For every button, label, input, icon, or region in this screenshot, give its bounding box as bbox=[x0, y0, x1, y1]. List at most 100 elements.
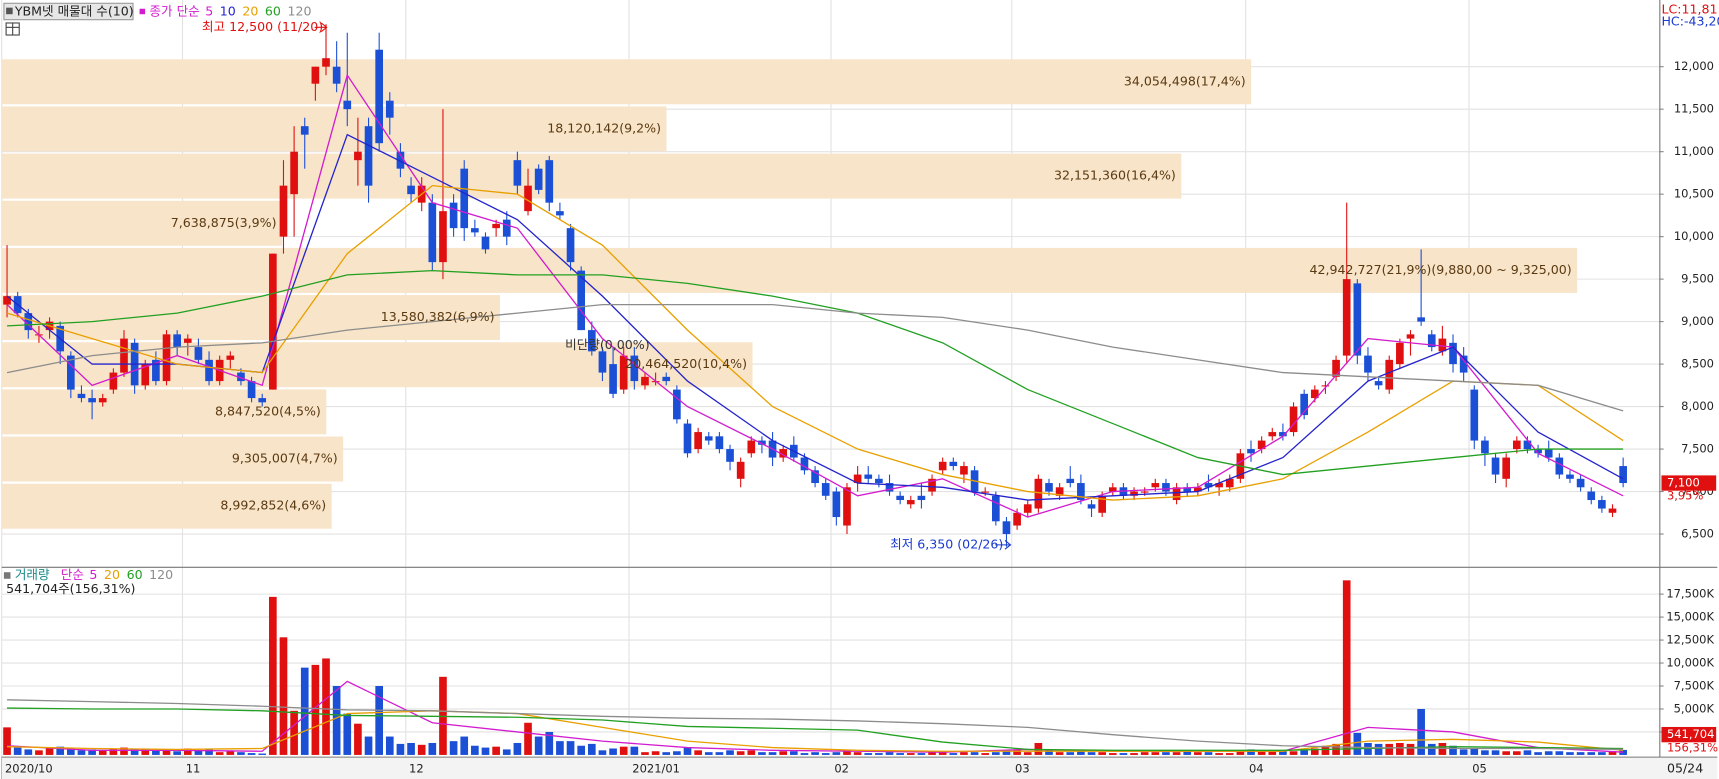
candle-body bbox=[619, 355, 628, 390]
legend-entry: 60 bbox=[127, 567, 143, 582]
volume-bar bbox=[1512, 751, 1521, 755]
candle-body bbox=[67, 355, 75, 390]
candle-body bbox=[300, 126, 309, 135]
candle-body bbox=[736, 461, 745, 479]
volume-bar bbox=[1534, 752, 1542, 755]
volume-bar bbox=[45, 747, 54, 755]
volume-bar bbox=[385, 736, 394, 755]
candle-body bbox=[1310, 389, 1319, 399]
volume-change: 156,31% bbox=[1667, 740, 1718, 754]
candle-body bbox=[173, 334, 181, 348]
volume-bar bbox=[832, 752, 841, 755]
candle-body bbox=[481, 236, 490, 250]
candle-body bbox=[906, 500, 915, 505]
x-tick-label: 2020/10 bbox=[5, 762, 53, 776]
legend-box[interactable] bbox=[3, 2, 134, 21]
volume-header: 541,704주(156,31%) bbox=[6, 581, 135, 596]
volume-bar bbox=[417, 744, 426, 755]
volume-bar bbox=[1055, 752, 1064, 755]
volume-bar bbox=[1608, 751, 1617, 755]
volume-bar bbox=[1108, 753, 1117, 755]
candle-body bbox=[1034, 478, 1043, 509]
volume-bar bbox=[1077, 751, 1085, 755]
candle-body bbox=[960, 466, 968, 475]
candle-body bbox=[1396, 342, 1404, 365]
candle-body bbox=[1130, 491, 1138, 496]
volume-bar bbox=[1566, 752, 1574, 755]
volume-bar bbox=[864, 753, 873, 755]
volume-bar bbox=[1045, 750, 1053, 755]
volume-bar bbox=[13, 747, 22, 755]
candle-body bbox=[385, 100, 394, 118]
legend-entry: 20 bbox=[104, 567, 120, 582]
volume-bar bbox=[843, 751, 851, 755]
band-label: 8,992,852(4,6%) bbox=[220, 498, 326, 513]
y-tick-label: 10,500 bbox=[1674, 187, 1714, 201]
volume-bar bbox=[1119, 753, 1128, 755]
band-label: 7,638,875(3,9%) bbox=[171, 215, 277, 230]
legend-entry: 10 bbox=[220, 4, 236, 19]
candle-body bbox=[694, 432, 702, 450]
y-tick-label: 8,000 bbox=[1681, 399, 1714, 413]
volume-bar bbox=[1194, 752, 1202, 755]
candle-body bbox=[120, 338, 128, 373]
volume-bar bbox=[481, 747, 490, 755]
volume-bar bbox=[1396, 742, 1404, 755]
candle-body bbox=[1204, 483, 1213, 488]
volume-bar bbox=[24, 749, 33, 755]
candle-body bbox=[896, 495, 904, 501]
volume-bar bbox=[1225, 753, 1234, 755]
volume-bar bbox=[1023, 752, 1032, 755]
volume-bar bbox=[970, 752, 979, 755]
candle-body bbox=[1172, 487, 1181, 501]
volume-bar bbox=[258, 753, 267, 755]
candle-body bbox=[683, 423, 692, 454]
candle-body bbox=[1459, 355, 1468, 373]
candle-body bbox=[226, 355, 235, 360]
volume-band bbox=[1, 295, 500, 341]
candle-body bbox=[1449, 342, 1457, 365]
volume-bar bbox=[960, 752, 968, 755]
volume-band bbox=[1, 200, 282, 246]
volume-bar bbox=[726, 750, 734, 755]
volume-bar bbox=[534, 736, 543, 755]
candle-body bbox=[1417, 317, 1425, 322]
volume-tag-label: 541,704 bbox=[1667, 727, 1714, 741]
candle-body bbox=[502, 219, 511, 237]
volume-bar bbox=[1619, 749, 1627, 755]
volume-bar bbox=[524, 722, 532, 755]
candle-body bbox=[1077, 483, 1085, 501]
candle-body bbox=[662, 376, 671, 382]
ma-line bbox=[7, 680, 1624, 753]
volume-bar bbox=[98, 750, 107, 755]
candle-body bbox=[364, 126, 373, 186]
candle-body bbox=[1619, 466, 1627, 484]
volume-bar bbox=[1140, 752, 1149, 755]
candle-body bbox=[885, 483, 894, 492]
volume-bar bbox=[67, 748, 75, 755]
candle-body bbox=[1406, 334, 1415, 339]
volume-bar bbox=[789, 751, 798, 755]
candle-body bbox=[1087, 504, 1096, 509]
volume-bar bbox=[130, 749, 139, 755]
candle-body bbox=[1289, 406, 1298, 433]
candle-body bbox=[630, 355, 639, 382]
candle-body bbox=[1523, 440, 1532, 450]
legend-entry: 5 bbox=[205, 4, 213, 19]
x-tick-label: 03 bbox=[1015, 762, 1030, 776]
candle-body bbox=[258, 398, 267, 403]
y-tick-label: 7,500 bbox=[1681, 442, 1714, 456]
volume-bar bbox=[1236, 750, 1245, 755]
y-tick-label: 7,500K bbox=[1674, 679, 1715, 693]
x-axis-band bbox=[1, 757, 1718, 779]
volume-bar bbox=[630, 746, 639, 755]
candle-body bbox=[449, 202, 458, 229]
candle-body bbox=[1247, 449, 1255, 454]
volume-bar bbox=[1247, 749, 1255, 755]
price-tag bbox=[1661, 475, 1717, 491]
candle-body bbox=[587, 330, 596, 352]
volume-bar bbox=[173, 751, 181, 755]
candle-body bbox=[205, 359, 213, 382]
volume-bar bbox=[205, 749, 213, 755]
